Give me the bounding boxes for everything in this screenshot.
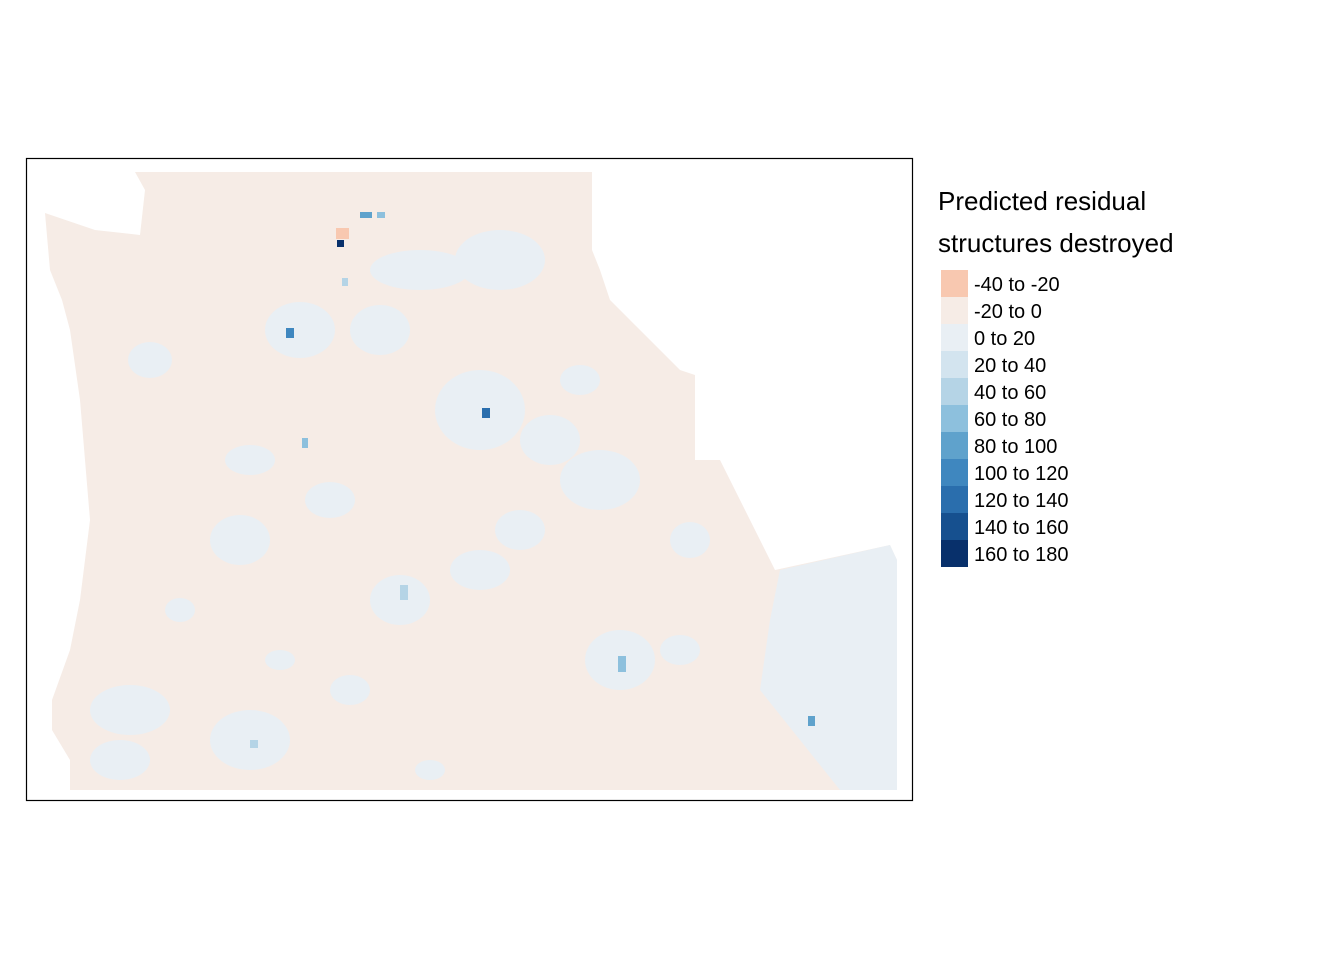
raster [45,172,897,790]
legend-label: 40 to 60 [974,382,1046,404]
legend-label: 0 to 20 [974,328,1035,350]
legend-label: 20 to 40 [974,355,1046,377]
legend-label: -20 to 0 [974,301,1042,323]
legend-swatch [941,513,968,540]
low-positive-areas [90,230,897,790]
legend-swatch [941,297,968,324]
legend-swatch [941,405,968,432]
legend-label: 100 to 120 [974,463,1069,485]
legend-swatch [941,459,968,486]
legend-label: 60 to 80 [974,409,1046,431]
legend-label: 160 to 180 [974,544,1069,566]
legend-swatch [941,432,968,459]
legend-swatch [941,324,968,351]
legend-swatch [941,270,968,297]
legend-label: 80 to 100 [974,436,1057,458]
legend-label: 120 to 140 [974,490,1069,512]
legend-swatch [941,540,968,567]
legend-swatch [941,486,968,513]
legend-swatch [941,378,968,405]
legend-label: -40 to -20 [974,274,1060,296]
high-cells [250,212,815,748]
legend-swatch [941,351,968,378]
legend-title: structures destroyed [938,228,1174,258]
legend-label: 140 to 160 [974,517,1069,539]
legend-title: Predicted residual [938,186,1146,216]
legend: -40 to -20 -20 to 0 0 to 20 20 to 40 40 to 6… [941,270,1069,567]
